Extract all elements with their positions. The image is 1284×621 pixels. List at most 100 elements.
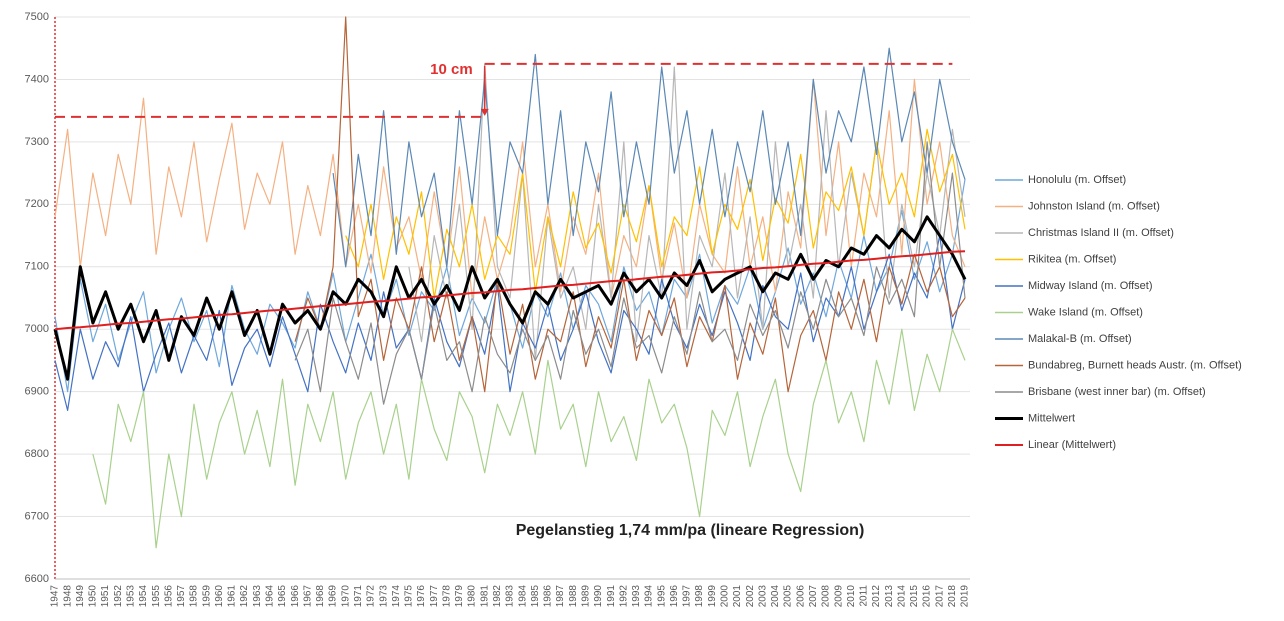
series-line [54,78,966,299]
x-tick-label: 1997 [682,585,693,608]
x-tick-label: 2000 [720,585,731,608]
x-tick-label: 1991 [606,585,617,608]
series-line [54,235,966,411]
x-tick-label: 1983 [505,585,516,608]
x-tick-label: 1966 [290,585,301,608]
x-tick-label: 1958 [189,585,200,608]
x-tick-label: 2011 [859,585,870,607]
legend-label: Malakal-B (m. Offset) [1028,333,1132,345]
x-tick-label: 1949 [75,585,86,608]
x-tick-label: 1959 [201,585,212,608]
x-tick-label: 2005 [783,585,794,608]
x-tick-label: 1995 [656,585,667,608]
series-line [294,16,966,393]
x-tick-label: 1965 [277,585,288,608]
x-tick-label: 1953 [125,585,136,608]
x-tick-label: 2014 [896,585,907,608]
x-tick-label: 1988 [568,585,579,608]
x-tick-label: 1968 [315,585,326,608]
x-tick-label: 1977 [429,585,440,608]
x-tick-label: 2001 [732,585,743,608]
x-tick-label: 1984 [517,585,528,608]
series-line [53,215,967,381]
x-tick-label: 2006 [795,585,806,608]
x-tick-label: 1981 [479,585,490,608]
x-tick-label: 1952 [113,585,124,608]
legend-label: Midway Island (m. Offset) [1028,280,1153,292]
y-tick-label: 6600 [25,573,49,585]
x-tick-label: 1987 [555,585,566,608]
annotation: Pegelanstieg 1,74 mm/pa (lineare Regress… [516,522,865,539]
x-tick-label: 1950 [88,585,99,608]
x-tick-label: 2016 [922,585,933,608]
x-tick-label: 2015 [909,585,920,608]
x-tick-label: 1990 [593,585,604,608]
x-tick-label: 1976 [416,585,427,608]
x-tick-label: 2009 [833,585,844,608]
legend-label: Bundabreg, Burnett heads Austr. (m. Offs… [1028,359,1242,371]
series-line [332,47,966,268]
x-tick-label: 1992 [618,585,629,608]
x-tick-label: 1971 [353,585,364,608]
x-tick-label: 2007 [808,585,819,608]
x-tick-label: 2004 [770,585,781,608]
x-tick-label: 1962 [239,585,250,608]
x-tick-label: 1993 [631,585,642,608]
x-tick-label: 1972 [366,585,377,608]
x-tick-label: 1985 [530,585,541,608]
arrow-head [480,108,489,116]
x-tick-label: 1974 [391,585,402,608]
annotation: 10 cm [430,61,473,78]
x-tick-label: 1986 [543,585,554,608]
y-tick-label: 7300 [25,136,49,148]
x-tick-label: 2018 [947,585,958,608]
series-line [54,250,966,331]
y-tick-label: 7200 [25,198,49,210]
legend-label: Mittelwert [1028,412,1075,424]
y-tick-label: 7400 [25,73,49,85]
x-tick-label: 1960 [214,585,225,608]
x-tick-label: 1982 [492,585,503,608]
x-tick-label: 1957 [176,585,187,608]
x-tick-label: 1951 [100,585,111,608]
x-tick-label: 1955 [151,585,162,608]
legend-label: Christmas Island II (m. Offset) [1028,227,1174,239]
x-tick-label: 1999 [707,585,718,608]
x-tick-label: 1975 [404,585,415,608]
y-tick-label: 7100 [25,261,49,273]
x-tick-label: 1961 [227,585,238,608]
x-tick-label: 1973 [378,585,389,608]
series-line [294,141,966,405]
x-tick-label: 1964 [265,585,276,608]
legend-label: Brisbane (west inner bar) (m. Offset) [1028,386,1206,398]
y-tick-label: 6700 [25,510,49,522]
x-tick-label: 1994 [644,585,655,608]
legend-label: Johnston Island (m. Offset) [1028,200,1160,212]
x-tick-label: 2002 [745,585,756,608]
legend-label: Honolulu (m. Offset) [1028,174,1126,186]
y-tick-label: 6800 [25,448,49,460]
y-tick-label: 7000 [25,323,49,335]
x-tick-label: 1948 [62,585,73,608]
x-tick-label: 1998 [694,585,705,608]
legend-label: Rikitea (m. Offset) [1028,253,1116,265]
x-tick-label: 2019 [960,585,971,608]
y-tick-label: 7500 [25,11,49,23]
x-tick-label: 2013 [884,585,895,608]
series-line [92,328,966,549]
x-tick-label: 1970 [340,585,351,608]
x-tick-label: 1963 [252,585,263,608]
x-tick-label: 2017 [934,585,945,608]
x-tick-label: 1989 [580,585,591,608]
x-tick-label: 2008 [821,585,832,608]
x-tick-label: 1978 [441,585,452,608]
x-tick-label: 1967 [302,585,313,608]
legend-label: Linear (Mittelwert) [1028,439,1116,451]
y-tick-label: 6900 [25,386,49,398]
x-tick-label: 1969 [328,585,339,608]
x-tick-label: 1954 [138,585,149,608]
x-tick-label: 1996 [669,585,680,608]
x-tick-label: 1956 [163,585,174,608]
legend-label: Wake Island (m. Offset) [1028,306,1143,318]
